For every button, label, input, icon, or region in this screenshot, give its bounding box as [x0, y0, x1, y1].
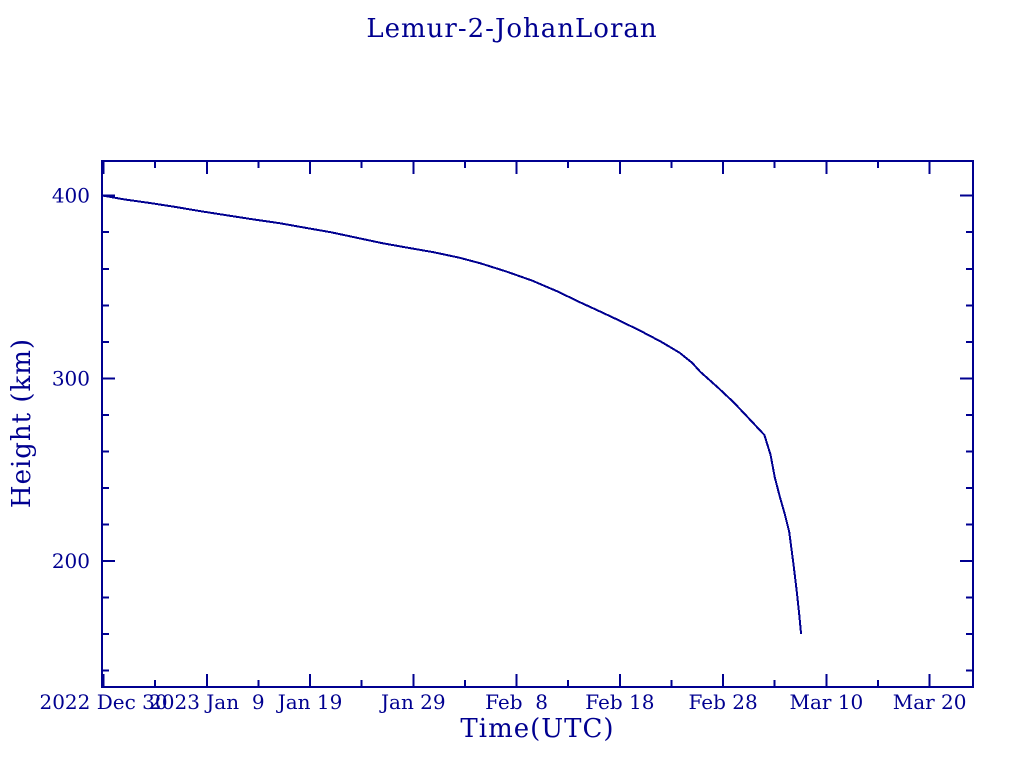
y-tick-label: 300 — [52, 366, 90, 390]
x-tick-label: 2023 Jan 9 — [149, 690, 265, 714]
x-tick-label: Feb 28 — [688, 690, 757, 714]
x-tick-label: Mar 20 — [893, 690, 967, 714]
height-curve — [103, 194, 803, 635]
y-axis-label: Height (km) — [7, 337, 37, 509]
x-tick-label: Jan 19 — [276, 690, 343, 714]
x-axis-label: Time(UTC) — [460, 714, 615, 744]
x-tick-label: Feb 18 — [585, 690, 654, 714]
y-tick-label: 200 — [52, 549, 90, 573]
chart-title: Lemur-2-JohanLoran — [366, 14, 658, 44]
y-tick-label: 400 — [52, 184, 90, 208]
x-tick-label: Mar 10 — [789, 690, 863, 714]
plot-frame — [101, 160, 974, 688]
x-tick-label: Feb 8 — [485, 690, 548, 714]
x-tick-label: Jan 29 — [379, 690, 446, 714]
x-tick-label: 2022 Dec 30 — [39, 690, 167, 714]
